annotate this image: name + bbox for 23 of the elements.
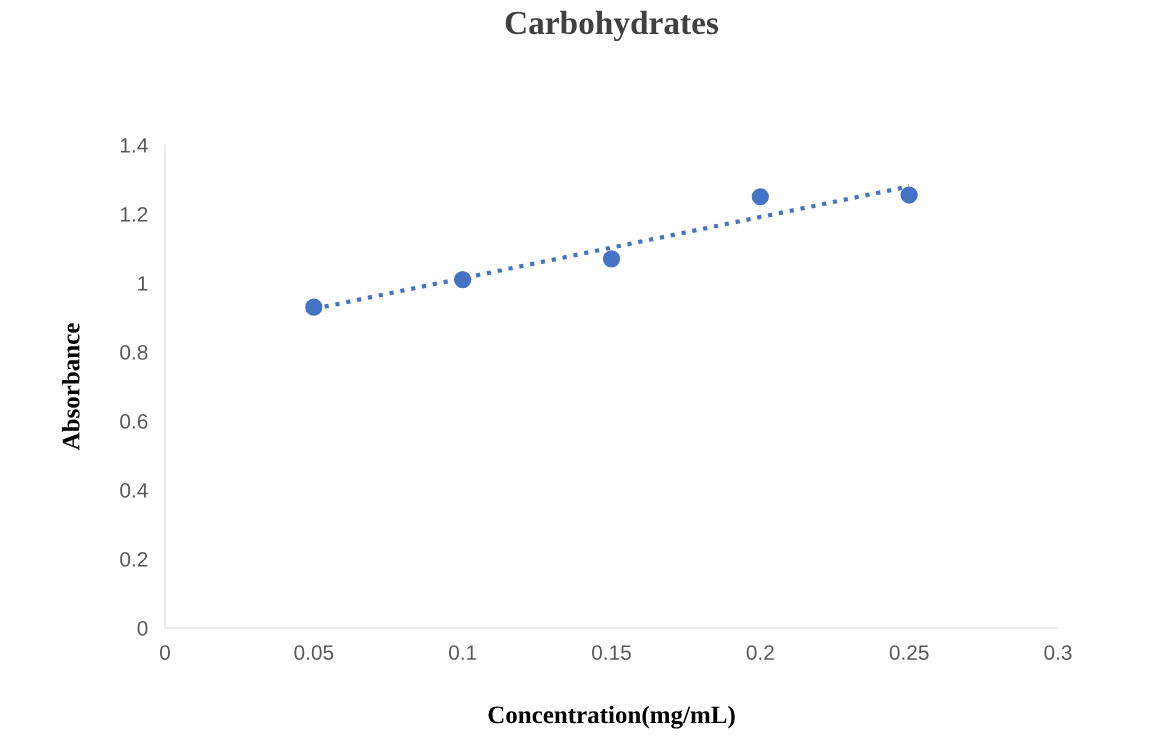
y-tick-label: 0.6 (120, 414, 148, 429)
y-tick-label: 0 (137, 621, 148, 636)
y-tick-label: 0.8 (120, 345, 148, 360)
x-tick-label: 0 (160, 645, 170, 660)
point (751, 188, 769, 206)
y-axis-title: Absorbance (61, 323, 80, 451)
y-tick-label: 1.4 (120, 138, 148, 153)
x-tick-label: 0.1 (449, 645, 477, 660)
y-tick-label: 0.2 (120, 552, 148, 567)
x-axis-title: Concentration(mg/mL) (488, 705, 735, 729)
x-tick-label: 0.25 (889, 645, 929, 660)
x-tick-label: 0.15 (592, 645, 631, 660)
point (602, 250, 621, 268)
x-tick-label: 0.05 (294, 645, 334, 660)
point (305, 298, 323, 316)
y-tick-label: 1 (138, 276, 148, 291)
point (900, 186, 918, 204)
x-tick-label: 0.2 (746, 645, 774, 660)
y-tick-label: 1.2 (120, 207, 148, 222)
y-tick-label: 0.4 (120, 483, 148, 498)
x-tick-label: 0.3 (1044, 645, 1072, 660)
point (454, 270, 472, 289)
chart-title: Carbohydrates (505, 10, 719, 42)
